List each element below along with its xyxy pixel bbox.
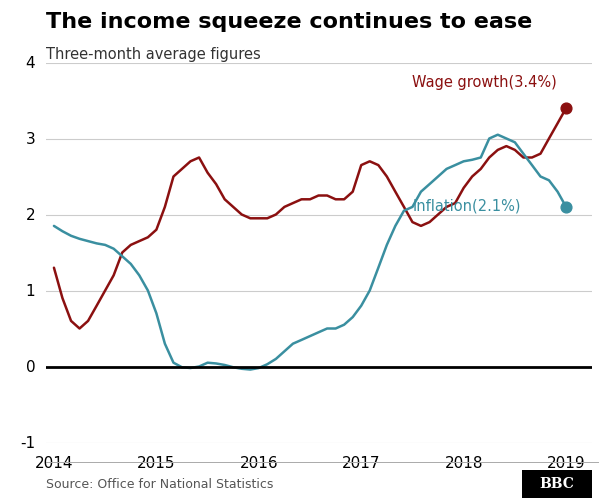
- Text: Wage growth(3.4%): Wage growth(3.4%): [412, 75, 557, 90]
- Point: [561, 104, 571, 112]
- Text: The income squeeze continues to ease: The income squeeze continues to ease: [46, 12, 532, 32]
- Text: Three-month average figures: Three-month average figures: [46, 47, 260, 62]
- Point: [561, 203, 571, 211]
- Text: Source: Office for National Statistics: Source: Office for National Statistics: [46, 478, 273, 491]
- Text: BBC: BBC: [539, 477, 574, 491]
- Text: Inflation(2.1%): Inflation(2.1%): [412, 198, 521, 214]
